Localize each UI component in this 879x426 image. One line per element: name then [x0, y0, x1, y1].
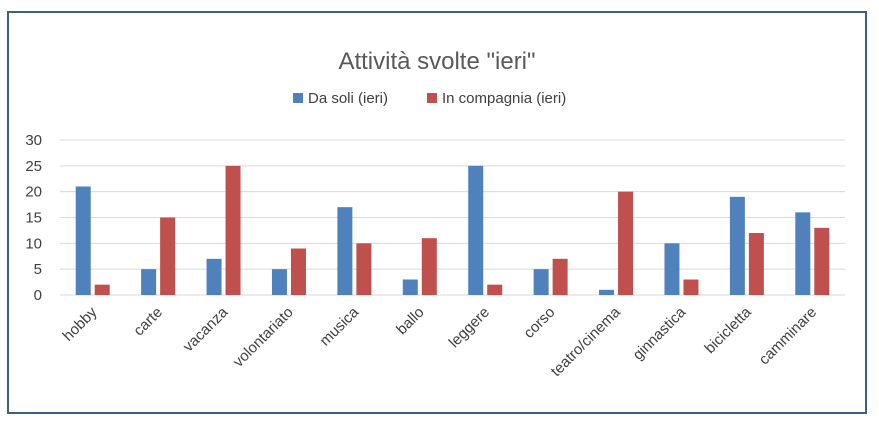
x-tick-label: ginnastica	[630, 303, 690, 363]
bar-da-soli-hobby	[75, 186, 91, 295]
bar-in-compagnia-carte	[160, 217, 176, 295]
bar-in-compagnia-camminare	[814, 227, 830, 295]
bar-da-soli-vacanza	[206, 258, 222, 295]
legend-swatch-2	[427, 93, 437, 103]
bar-da-soli-carte	[141, 269, 157, 295]
bar-in-compagnia-corso	[552, 258, 568, 295]
legend-swatch-1	[293, 93, 303, 103]
bar-da-soli-volontariato	[271, 269, 287, 295]
x-tick-label: musica	[317, 303, 363, 349]
x-tick-label: bicicletta	[701, 303, 755, 357]
legend: Da soli (ieri) In compagnia (ieri)	[293, 90, 566, 107]
gridlines	[60, 139, 845, 296]
bar-da-soli-ginnastica	[664, 243, 680, 295]
chart-frame: Attività svolte "ieri" Da soli (ieri) In …	[7, 11, 867, 414]
x-tick-label: vacanza	[180, 303, 232, 355]
y-tick-label: 5	[34, 261, 42, 278]
bar-in-compagnia-hobby	[94, 284, 110, 295]
x-tick-label: teatro/cinema	[548, 303, 625, 380]
legend-label-2: In compagnia (ieri)	[442, 90, 566, 107]
y-tick-label: 20	[25, 184, 42, 201]
bar-in-compagnia-teatro-cinema	[618, 191, 634, 295]
y-axis: 0 5 10 15 20 25 30	[25, 132, 42, 304]
bar-da-soli-bicicletta	[729, 196, 745, 295]
bar-in-compagnia-vacanza	[225, 165, 241, 295]
bar-da-soli-musica	[337, 207, 353, 295]
x-tick-label: hobby	[60, 303, 101, 344]
bar-da-soli-corso	[533, 269, 549, 295]
legend-label-1: Da soli (ieri)	[308, 90, 388, 107]
chart-canvas: Attività svolte "ieri" Da soli (ieri) In …	[25, 48, 845, 380]
y-tick-label: 10	[25, 235, 42, 252]
bar-da-soli-leggere	[468, 165, 484, 295]
x-tick-label: carte	[130, 304, 166, 340]
y-tick-label: 15	[25, 210, 42, 227]
bar-in-compagnia-bicicletta	[748, 233, 764, 295]
x-tick-label: leggere	[446, 304, 493, 351]
x-tick-label: volontariato	[230, 304, 297, 371]
y-tick-label: 25	[25, 158, 42, 175]
bar-in-compagnia-ginnastica	[683, 279, 699, 295]
bar-da-soli-camminare	[795, 212, 811, 295]
x-tick-label: camminare	[756, 304, 820, 368]
x-tick-label: corso	[520, 304, 558, 342]
bars	[75, 165, 830, 295]
bar-da-soli-ballo	[402, 279, 418, 295]
bar-in-compagnia-musica	[356, 243, 372, 295]
bar-in-compagnia-leggere	[487, 284, 503, 295]
y-tick-label: 0	[34, 287, 42, 304]
bar-in-compagnia-ballo	[421, 238, 437, 295]
bar-in-compagnia-volontariato	[290, 248, 306, 295]
chart-title: Attività svolte "ieri"	[338, 48, 535, 75]
bar-da-soli-teatro-cinema	[599, 289, 615, 295]
x-tick-label: ballo	[393, 304, 427, 338]
y-tick-label: 30	[25, 132, 42, 149]
